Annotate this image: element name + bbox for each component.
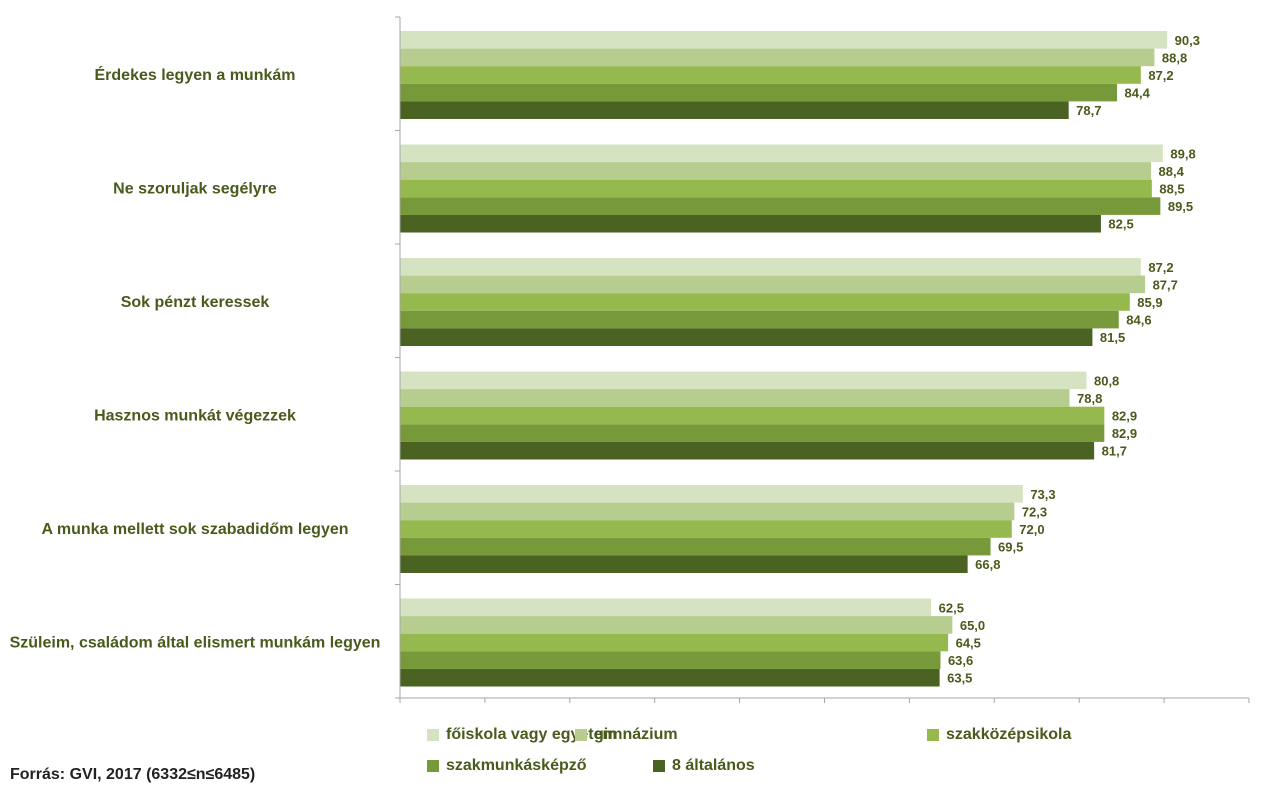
- bar: [400, 424, 1105, 442]
- bar: [400, 31, 1168, 49]
- category-label: Érdekes legyen a munkám: [95, 65, 296, 84]
- legend-swatch: [653, 760, 665, 772]
- legend-label: szakmunkásképző: [446, 757, 587, 774]
- legend-swatch: [575, 729, 587, 741]
- legend-item: szakmunkásképző: [427, 757, 587, 775]
- data-label: 63,5: [947, 671, 972, 686]
- value-axis-tick-label: 40,0: [724, 718, 755, 720]
- bar: [400, 537, 991, 556]
- data-label: 90,3: [1175, 33, 1200, 48]
- data-label: 63,6: [948, 653, 973, 668]
- data-label: 89,8: [1170, 146, 1195, 161]
- value-axis-tick-label: 100,0: [1229, 718, 1269, 720]
- data-label: 64,5: [956, 636, 981, 651]
- data-label: 84,6: [1126, 313, 1151, 328]
- data-label: 80,8: [1094, 373, 1119, 388]
- bar: [400, 275, 1146, 294]
- data-label: 72,3: [1022, 504, 1047, 519]
- bar: [400, 101, 1069, 119]
- category-label: Szüleim, családom által elismert munkám …: [10, 634, 381, 651]
- category-label: Sok pénzt keressek: [121, 294, 270, 311]
- data-label: 72,0: [1019, 522, 1044, 537]
- category-label: Hasznos munkát végezzek: [94, 407, 296, 424]
- data-label: 82,9: [1112, 426, 1137, 441]
- legend-item: szakközépsikola: [927, 726, 1071, 744]
- data-label: 78,8: [1077, 391, 1102, 406]
- legend-swatch: [427, 729, 439, 741]
- data-label: 81,5: [1100, 330, 1125, 345]
- value-axis-tick-label: 80,0: [1064, 718, 1095, 720]
- source-note: Forrás: GVI, 2017 (6332≤n≤6485): [10, 766, 256, 783]
- data-label: 66,8: [975, 557, 1000, 572]
- legend-item: 8 általános: [653, 757, 755, 775]
- chart-legend: főiskola vagy egyetem gimnázium szakközéps…: [427, 726, 1071, 788]
- data-label: 88,5: [1159, 182, 1184, 197]
- bar: [400, 441, 1095, 460]
- data-label: 88,4: [1159, 164, 1185, 179]
- data-label: 73,3: [1030, 487, 1055, 502]
- value-axis-tick-label: 50,0: [809, 718, 840, 720]
- data-label: 88,8: [1162, 50, 1187, 65]
- data-label: 87,2: [1148, 68, 1173, 83]
- bar: [400, 293, 1130, 311]
- bar: [400, 520, 1012, 538]
- bar: [400, 48, 1155, 67]
- bar: [400, 651, 941, 669]
- bar: [400, 66, 1141, 84]
- legend-item: gimnázium: [575, 726, 678, 744]
- legend-label: főiskola vagy egyetem: [446, 726, 617, 743]
- data-label: 82,9: [1112, 409, 1137, 424]
- bar: [400, 214, 1101, 233]
- value-axis-tick-label: 70,0: [979, 718, 1010, 720]
- data-label: 65,0: [960, 618, 985, 633]
- value-axis-tick-label: 30,0: [639, 718, 670, 720]
- value-axis-tick-label: 10,0: [469, 718, 500, 720]
- category-label: A munka mellett sok szabadidőm legyen: [41, 521, 348, 538]
- category-label: Ne szoruljak segélyre: [113, 180, 277, 197]
- data-label: 84,4: [1125, 86, 1151, 101]
- legend-swatch: [927, 729, 939, 741]
- bar: [400, 598, 932, 617]
- bar: [400, 144, 1163, 163]
- data-label: 69,5: [998, 540, 1023, 555]
- data-label: 85,9: [1137, 295, 1162, 310]
- data-label: 87,7: [1153, 277, 1178, 292]
- bar: [400, 406, 1105, 425]
- value-axis-tick-label: 20,0: [554, 718, 585, 720]
- legend-swatch: [427, 760, 439, 772]
- bar: [400, 371, 1087, 390]
- bar: [400, 310, 1119, 329]
- bar: [400, 179, 1152, 198]
- bar: [400, 197, 1161, 215]
- data-label: 87,2: [1148, 260, 1173, 275]
- legend-label: 8 általános: [672, 757, 755, 774]
- bar: [400, 668, 940, 687]
- bar: [400, 485, 1023, 503]
- data-label: 82,5: [1108, 217, 1133, 232]
- data-label: 62,5: [939, 600, 964, 615]
- bar: [400, 502, 1015, 521]
- legend-label: szakközépsikola: [946, 726, 1072, 743]
- legend-label: gimnázium: [594, 726, 678, 743]
- value-axis-tick-label: 60,0: [894, 718, 925, 720]
- data-label: 78,7: [1076, 103, 1101, 118]
- bar: [400, 328, 1093, 346]
- value-axis-tick-label: 0,0: [389, 718, 411, 720]
- bar: [400, 633, 949, 652]
- bar: [400, 555, 968, 573]
- bar: [400, 389, 1070, 407]
- bar: [400, 616, 953, 634]
- bar: [400, 258, 1141, 276]
- legend-item: főiskola vagy egyetem: [427, 726, 617, 744]
- data-label: 81,7: [1102, 444, 1127, 459]
- bar: [400, 83, 1118, 102]
- data-label: 89,5: [1168, 199, 1193, 214]
- value-axis-tick-label: 90,0: [1149, 718, 1180, 720]
- bar: [400, 162, 1152, 180]
- bar-chart: 0,0 10,0 20,0 30,0 40,0 50,0 60,0 70,0 80,0 90,0 1…: [10, 16, 1269, 720]
